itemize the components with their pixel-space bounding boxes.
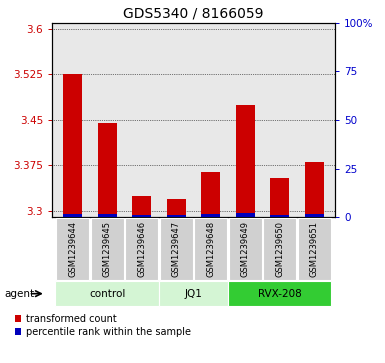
FancyBboxPatch shape	[228, 281, 331, 306]
Text: control: control	[89, 289, 126, 299]
Bar	[63, 74, 82, 217]
FancyBboxPatch shape	[55, 281, 159, 306]
Text: GSM1239646: GSM1239646	[137, 221, 146, 277]
Text: GSM1239647: GSM1239647	[172, 221, 181, 277]
FancyBboxPatch shape	[125, 218, 158, 280]
Bar	[98, 123, 117, 217]
Bar	[201, 172, 220, 217]
Bar	[305, 213, 324, 217]
Text: JQ1: JQ1	[184, 289, 203, 299]
FancyBboxPatch shape	[56, 218, 89, 280]
FancyBboxPatch shape	[298, 218, 331, 280]
FancyBboxPatch shape	[263, 218, 296, 280]
Bar	[201, 214, 220, 217]
FancyBboxPatch shape	[194, 218, 227, 280]
Legend: transformed count, percentile rank within the sample: transformed count, percentile rank withi…	[13, 311, 193, 339]
Bar	[132, 215, 151, 217]
Text: GSM1239645: GSM1239645	[103, 221, 112, 277]
Text: GSM1239644: GSM1239644	[68, 221, 77, 277]
Bar	[305, 163, 324, 217]
FancyBboxPatch shape	[159, 281, 228, 306]
Bar	[270, 178, 289, 217]
Text: GSM1239650: GSM1239650	[275, 221, 284, 277]
Bar	[236, 213, 255, 217]
Bar	[132, 196, 151, 217]
Bar	[270, 215, 289, 217]
Bar	[98, 213, 117, 217]
Bar	[167, 199, 186, 217]
FancyBboxPatch shape	[90, 218, 124, 280]
Title: GDS5340 / 8166059: GDS5340 / 8166059	[123, 6, 264, 20]
Text: GSM1239651: GSM1239651	[310, 221, 319, 277]
Text: GSM1239648: GSM1239648	[206, 221, 215, 277]
Text: RVX-208: RVX-208	[258, 289, 301, 299]
Bar	[167, 215, 186, 217]
FancyBboxPatch shape	[160, 218, 193, 280]
Bar	[236, 105, 255, 217]
Text: GSM1239649: GSM1239649	[241, 221, 250, 277]
Text: agent: agent	[4, 289, 34, 299]
Bar	[63, 213, 82, 217]
FancyBboxPatch shape	[229, 218, 262, 280]
